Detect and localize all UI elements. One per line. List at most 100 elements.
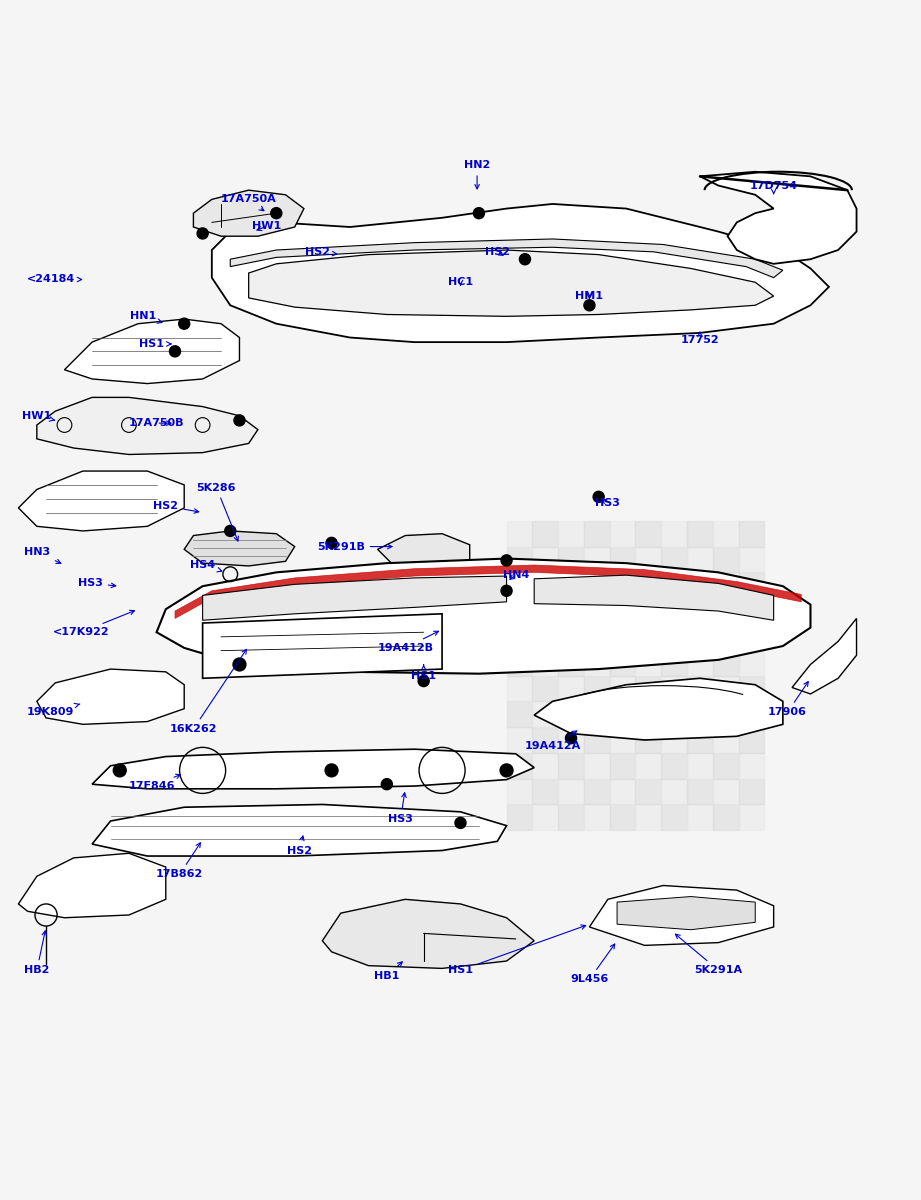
Text: <24184: <24184	[27, 275, 82, 284]
Bar	[713, 572, 739, 598]
Bar	[532, 572, 558, 598]
Text: 19A412A: 19A412A	[524, 731, 581, 750]
Circle shape	[519, 253, 530, 265]
Text: HS4: HS4	[190, 560, 222, 572]
Bar	[532, 624, 558, 649]
Bar	[532, 779, 558, 804]
Polygon shape	[92, 804, 507, 856]
Bar	[713, 779, 739, 804]
Text: HC1: HC1	[448, 277, 473, 287]
Bar	[713, 649, 739, 676]
Bar	[507, 779, 532, 804]
Bar	[739, 804, 764, 830]
Bar	[532, 676, 558, 701]
Polygon shape	[193, 190, 304, 236]
Bar	[661, 779, 687, 804]
Bar	[687, 546, 713, 572]
Text: HW1: HW1	[22, 410, 54, 421]
Text: 17B862: 17B862	[156, 842, 204, 880]
Text: HS3: HS3	[388, 793, 414, 824]
Bar	[739, 572, 764, 598]
Text: 17752: 17752	[681, 332, 719, 346]
Bar	[558, 649, 584, 676]
Bar	[532, 649, 558, 676]
Bar	[687, 572, 713, 598]
Text: 5K291B: 5K291B	[317, 541, 392, 552]
Circle shape	[325, 764, 338, 776]
Polygon shape	[792, 618, 857, 694]
Bar	[713, 598, 739, 624]
Bar	[507, 701, 532, 727]
Bar	[584, 624, 610, 649]
Polygon shape	[212, 204, 829, 342]
Bar	[507, 676, 532, 701]
Bar	[739, 521, 764, 546]
Circle shape	[584, 300, 595, 311]
Text: HM1: HM1	[576, 292, 603, 301]
Bar	[584, 804, 610, 830]
Circle shape	[271, 208, 282, 218]
Bar	[739, 752, 764, 779]
Bar	[532, 598, 558, 624]
Text: HS2: HS2	[305, 247, 337, 257]
Polygon shape	[18, 472, 184, 530]
Bar	[584, 546, 610, 572]
Text: <17K922: <17K922	[52, 611, 134, 637]
Bar	[558, 701, 584, 727]
Text: 17F846: 17F846	[129, 774, 181, 791]
Bar	[584, 572, 610, 598]
Bar	[635, 804, 661, 830]
Text: 19K809: 19K809	[27, 703, 80, 718]
Polygon shape	[589, 886, 774, 946]
Circle shape	[179, 318, 190, 329]
Bar	[661, 598, 687, 624]
Bar	[507, 546, 532, 572]
Text: HN2: HN2	[464, 161, 490, 188]
Text: 17A750A: 17A750A	[221, 194, 276, 211]
Circle shape	[233, 658, 246, 671]
Polygon shape	[64, 319, 239, 384]
Bar	[610, 727, 635, 752]
Circle shape	[500, 764, 513, 776]
Polygon shape	[534, 575, 774, 620]
Text: HS3: HS3	[595, 498, 621, 509]
Bar	[635, 598, 661, 624]
Polygon shape	[37, 670, 184, 725]
Circle shape	[501, 586, 512, 596]
Bar	[713, 624, 739, 649]
Bar	[635, 701, 661, 727]
Bar	[661, 546, 687, 572]
Bar	[507, 649, 532, 676]
Bar	[661, 649, 687, 676]
Bar	[635, 727, 661, 752]
Bar	[687, 676, 713, 701]
Bar	[584, 676, 610, 701]
Circle shape	[473, 208, 484, 218]
Bar	[584, 779, 610, 804]
Polygon shape	[230, 239, 783, 277]
Bar	[661, 752, 687, 779]
Bar	[687, 804, 713, 830]
Circle shape	[197, 228, 208, 239]
Bar	[532, 804, 558, 830]
Polygon shape	[203, 576, 507, 620]
Text: 5K291A: 5K291A	[675, 934, 742, 976]
Bar	[739, 701, 764, 727]
Text: 17906: 17906	[768, 682, 809, 718]
Bar	[635, 649, 661, 676]
Text: HS1: HS1	[448, 925, 586, 976]
Bar	[687, 624, 713, 649]
Bar	[687, 779, 713, 804]
Bar	[507, 624, 532, 649]
Bar	[584, 649, 610, 676]
Bar	[558, 546, 584, 572]
Text: HS2: HS2	[484, 247, 510, 257]
Bar	[610, 546, 635, 572]
Circle shape	[593, 491, 604, 503]
Polygon shape	[157, 558, 810, 673]
Polygon shape	[18, 853, 166, 918]
Bar	[661, 701, 687, 727]
Bar	[507, 598, 532, 624]
Polygon shape	[617, 896, 755, 930]
Circle shape	[326, 538, 337, 548]
